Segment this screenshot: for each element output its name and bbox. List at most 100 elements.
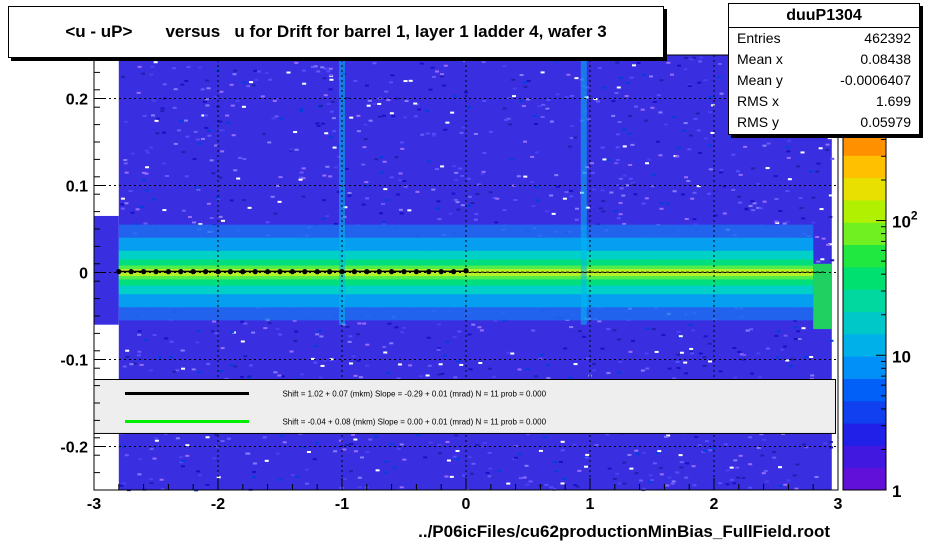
heatmap-cell	[665, 202, 670, 205]
heatmap-cell	[218, 215, 223, 218]
heatmap-cell	[761, 438, 766, 441]
heatmap-cell	[584, 456, 589, 459]
heatmap-cell	[735, 170, 740, 173]
heatmap-cell	[616, 217, 621, 220]
heatmap-cell	[798, 197, 803, 200]
heatmap-cell	[463, 91, 468, 94]
heatmap-cell	[702, 449, 707, 452]
stats-value: 1.699	[875, 93, 911, 109]
heatmap-cell	[210, 330, 215, 333]
heatmap-cell	[466, 177, 471, 180]
heatmap-cell	[218, 370, 223, 373]
heatmap-cell	[364, 181, 369, 184]
heatmap-cell	[430, 66, 435, 69]
heatmap-cell	[681, 193, 686, 196]
heatmap-cell	[292, 319, 297, 322]
heatmap-cell	[796, 330, 801, 333]
heatmap-cell	[277, 58, 282, 61]
y-tick-label: 0	[79, 266, 88, 283]
heatmap-cell	[682, 129, 687, 132]
legend-text: Shift = 1.02 + 0.07 (mkm) Slope = -0.29 …	[282, 390, 546, 399]
heatmap-cell	[562, 477, 567, 480]
heatmap-cell	[745, 329, 750, 332]
heatmap-cell	[683, 361, 688, 364]
colorbar-segment	[843, 133, 886, 156]
heatmap-cell	[216, 198, 221, 201]
heatmap-cell	[531, 329, 536, 332]
heatmap-cell	[533, 123, 538, 126]
heatmap-cell	[756, 352, 761, 355]
heatmap-cell	[394, 326, 399, 329]
heatmap-cell	[456, 360, 461, 363]
heatmap-cell	[573, 363, 578, 366]
heatmap-cell	[574, 77, 579, 80]
heatmap-cell	[568, 189, 573, 192]
heatmap-cell	[810, 374, 815, 377]
heatmap-cell	[801, 327, 806, 330]
heatmap-cell	[399, 443, 404, 446]
heatmap-cell	[382, 114, 387, 117]
heatmap-cell	[403, 116, 408, 119]
heatmap-cell	[160, 107, 165, 110]
heatmap-cell	[602, 158, 607, 161]
heatmap-cell	[786, 479, 791, 482]
heatmap-cell	[413, 115, 418, 118]
heatmap-cell	[631, 339, 636, 342]
heatmap-cell	[345, 443, 350, 446]
heatmap-cell	[455, 201, 460, 204]
heatmap-cell	[526, 98, 531, 101]
heatmap-cell	[666, 434, 671, 437]
heatmap-cell	[400, 147, 405, 150]
heatmap-cell	[614, 92, 619, 95]
heatmap-cell	[240, 320, 245, 323]
heatmap-cell	[597, 67, 602, 70]
heatmap-cell	[521, 105, 526, 108]
heatmap-cell	[277, 374, 282, 377]
heatmap-cell	[215, 445, 220, 448]
heatmap-cell	[732, 482, 737, 485]
heatmap-cell	[636, 61, 641, 64]
heatmap-cell	[683, 68, 688, 71]
heatmap-cell	[383, 351, 388, 354]
heatmap-cell	[763, 469, 768, 472]
heatmap-cell	[685, 462, 690, 465]
heatmap-cell	[275, 452, 280, 455]
heatmap-cell	[774, 334, 779, 337]
heatmap-cell	[262, 133, 267, 136]
heatmap-cell	[697, 81, 702, 84]
heatmap-cell	[270, 195, 275, 198]
heatmap-cell	[538, 449, 543, 452]
heatmap-cell	[173, 142, 178, 145]
heatmap-cell	[392, 466, 397, 469]
colorbar-segment	[843, 289, 886, 312]
heatmap-cell	[756, 446, 761, 449]
heatmap-cell	[593, 98, 598, 101]
heatmap-cell	[313, 65, 318, 68]
heatmap-cell	[313, 345, 318, 348]
heatmap-cell	[659, 202, 664, 205]
heatmap-cell	[180, 83, 185, 86]
heatmap-cell	[403, 185, 408, 188]
heatmap-cell	[654, 350, 659, 353]
colorbar-segment	[843, 423, 886, 446]
heatmap-cell	[347, 194, 352, 197]
heatmap-cell	[704, 440, 709, 443]
heatmap-cell	[347, 191, 352, 194]
heatmap-cell	[478, 361, 483, 364]
heatmap-cell	[684, 176, 689, 179]
heatmap-cell	[247, 375, 252, 378]
heatmap-cell	[141, 72, 146, 75]
heatmap-cell	[733, 376, 738, 379]
heatmap-cell	[445, 121, 450, 124]
heatmap-cell	[736, 476, 741, 479]
heatmap-cell	[622, 128, 627, 131]
heatmap-cell	[365, 450, 370, 453]
heatmap-cell	[362, 322, 367, 325]
colorbar-segment	[843, 445, 886, 469]
heatmap-cell	[815, 170, 820, 173]
heatmap-cell	[431, 188, 436, 191]
heatmap-cell	[320, 122, 325, 125]
heatmap-cell	[363, 123, 368, 126]
heatmap-cell	[577, 469, 582, 472]
heatmap-cell	[733, 134, 738, 137]
